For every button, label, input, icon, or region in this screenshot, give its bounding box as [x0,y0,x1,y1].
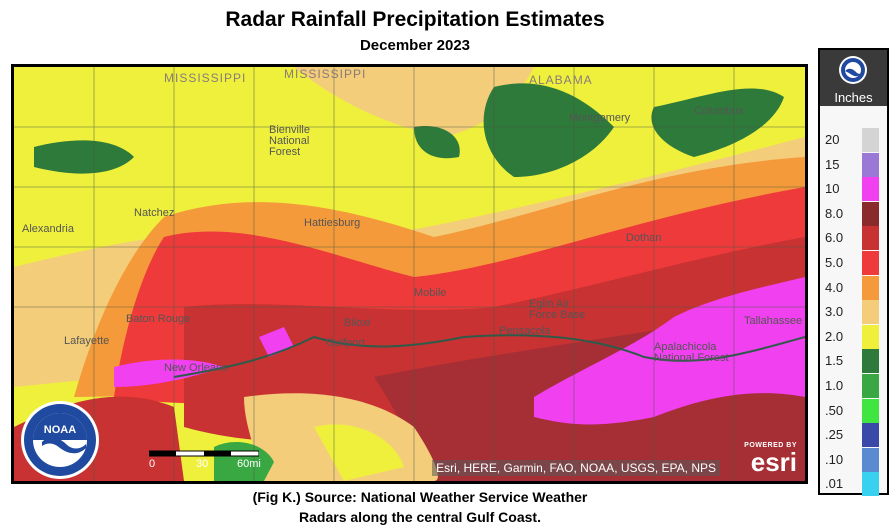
place-eglin-afb: Eglin Air Force Base [529,298,586,321]
legend-value-label: 2.0 [825,328,844,344]
map-subtitle: December 2023 [359,37,471,54]
legend-row: 3.0 [820,300,887,325]
legend-row: 10 [820,177,887,202]
legend-row: .10 [820,447,887,472]
legend-row: .25 [820,423,887,448]
legend-value-label: 10 [825,181,840,197]
rainfall-legend: Inches 20 15 10 8.0 6.0 5.0 4.0 3.0 2.0 1.5 1.0 .50… [818,48,889,497]
legend-color-swatch [862,128,879,152]
legend-color-swatch [862,447,879,472]
noaa-logo: NOAA [20,400,100,480]
legend-value-label: 1.5 [825,353,844,369]
place-montgomery: Montgomery [569,112,631,124]
place-dothan: Dothan [626,232,662,244]
legend-color-swatch [862,300,879,325]
state-label-mississippi-2: MISSISSIPPI [284,67,367,81]
caption-line-1: (Fig K.) Source: National Weather Servic… [252,489,588,505]
legend-color-swatch [862,251,879,275]
legend-row: 8.0 [820,201,887,226]
legend-color-swatch [862,226,879,251]
legend-row: 5.0 [820,251,887,275]
legend-row: .01 [820,472,887,497]
legend-value-label: 1.0 [825,378,844,393]
legend-row: 1.5 [820,349,887,374]
legend-row: 2.0 [820,324,887,349]
place-tallahassee: Tallahassee [744,315,803,327]
legend-row: .50 [820,398,887,423]
legend-value-label: 15 [825,156,840,172]
place-natchez: Natchez [134,207,175,219]
scale-bar: 0 30 60mi [149,449,261,470]
legend-row: 6.0 [820,226,887,251]
legend-value-label: 5.0 [825,255,844,270]
caption-line-2: Radars along the central Gulf Coast. [299,509,541,525]
legend-value-label: .25 [825,427,844,443]
legend-color-swatch [862,374,879,398]
legend-color-swatch [862,275,879,300]
map-title: Radar Rainfall Precipitation Estimates [225,8,605,31]
esri-logo[interactable]: POWERED BY esri [735,442,797,475]
legend-row: 4.0 [820,275,887,300]
legend-row: 1.0 [820,374,887,398]
legend-color-swatch [862,152,879,177]
legend-value-label: .50 [825,402,844,418]
legend-color-swatch [862,201,879,226]
noaa-legend-icon [839,56,867,84]
rainfall-map[interactable]: MISSISSIPPI MISSISSIPPI ALABAMA Montgome… [11,64,808,484]
map-attribution[interactable]: Esri, HERE, Garmin, FAO, NOAA, USGS, EPA… [432,460,720,476]
place-pensacola: Pensacola [499,325,551,337]
place-lafayette: Lafayette [64,335,110,347]
place-baton-rouge: Baton Rouge [126,313,191,325]
state-label-mississippi: MISSISSIPPI [164,71,247,85]
legend-value-label: 4.0 [825,279,844,295]
place-bienville-nf: Bienville National Forest [269,124,310,158]
legend-row: 15 [820,152,887,177]
scale-label-0: 0 [149,458,156,470]
esri-wordmark: esri [750,447,797,477]
noaa-logo-text: NOAA [44,424,76,436]
place-new-orleans: New Orleans [164,362,228,374]
place-alexandria: Alexandria [22,223,74,235]
map-canvas [14,67,805,481]
legend-value-label: 20 [825,132,840,147]
place-biloxi: Biloxi [344,317,371,329]
legend-color-swatch [862,324,879,349]
legend-color-swatch [862,472,879,497]
place-columbus: Columbus [694,105,744,117]
legend-value-label: .01 [825,476,844,492]
legend-value-label: .10 [825,451,844,467]
legend-color-swatch [862,423,879,448]
place-mobile: Mobile [414,287,447,299]
scale-label-60: 60mi [237,458,261,470]
place-apalachicola: Apalachicola National Forest [654,341,729,364]
figure-caption: (Fig K.) Source: National Weather Servic… [210,487,630,527]
place-gulfport: Gulfport [326,337,366,349]
legend-header: Inches [820,50,887,106]
legend-value-label: 6.0 [825,230,844,246]
legend-color-swatch [862,177,879,202]
scale-label-30: 30 [196,458,209,470]
legend-value-label: 3.0 [825,304,844,320]
state-label-alabama: ALABAMA [529,73,593,87]
esri-powered-by: POWERED BY [744,442,797,449]
legend-value-label: 8.0 [825,205,844,221]
place-hattiesburg: Hattiesburg [304,217,361,229]
legend-unit-label: Inches [834,90,873,105]
legend-color-swatch [862,398,879,423]
legend-color-swatch [862,349,879,374]
legend-row: 20 [820,128,887,152]
